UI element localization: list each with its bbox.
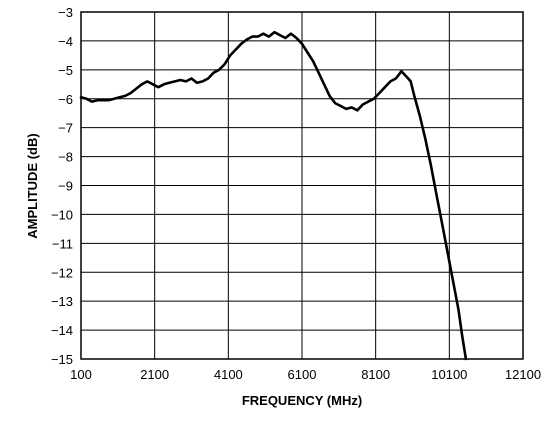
y-tick-label: −14 (51, 323, 73, 338)
x-tick-label: 6100 (288, 367, 317, 382)
y-tick-label: −11 (52, 236, 73, 251)
x-axis-title: FREQUENCY (MHz) (242, 393, 362, 408)
plot-area-frame (80, 11, 524, 360)
y-tick-label: −3 (58, 5, 73, 20)
series-line (79, 30, 468, 361)
y-tick-label: −15 (51, 352, 73, 367)
grid-lines (81, 12, 523, 359)
x-tick-label: 12100 (505, 367, 541, 382)
y-tick-label: −5 (58, 63, 73, 78)
y-tick-label: −9 (58, 179, 73, 194)
y-tick-label: −12 (51, 265, 73, 280)
y-tick-label: −13 (51, 294, 73, 309)
y-tick-label: −10 (51, 207, 73, 222)
y-axis-title: AMPLITUDE (dB) (25, 133, 40, 238)
x-tick-labels: 100 2100 4100 6100 8100 10100 12100 (70, 367, 541, 382)
x-tick-label: 2100 (140, 367, 169, 382)
x-tick-label: 100 (70, 367, 92, 382)
y-tick-label: −7 (58, 121, 73, 136)
x-tick-label: 10100 (431, 367, 467, 382)
y-tick-labels: −3 −4 −5 −6 −7 −8 −9 −10 −11 −12 −13 −14 −15 (51, 5, 73, 367)
y-tick-label: −6 (58, 92, 73, 107)
y-tick-label: −8 (58, 150, 73, 165)
y-tick-label: −4 (58, 34, 73, 49)
x-tick-label: 8100 (361, 367, 390, 382)
x-tick-label: 4100 (214, 367, 243, 382)
